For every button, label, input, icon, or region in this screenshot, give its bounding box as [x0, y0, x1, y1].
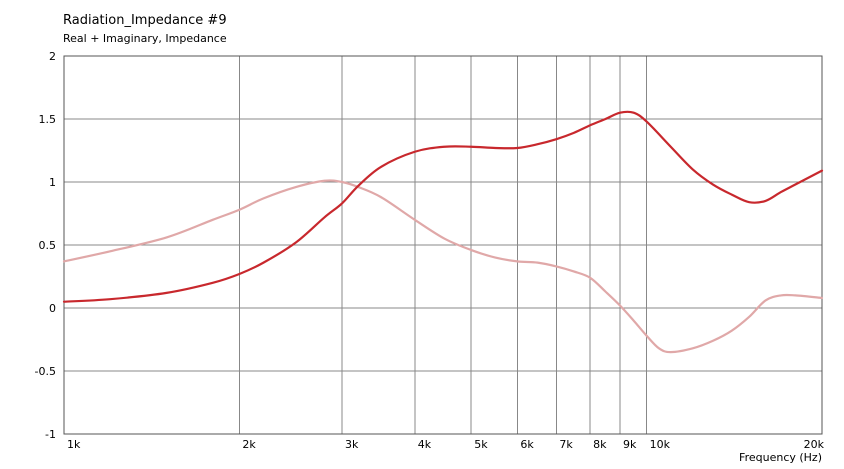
x-axis-label: Frequency (Hz) — [739, 451, 822, 464]
x-tick-label: 3k — [345, 438, 359, 451]
y-tick-label: -0.5 — [35, 365, 56, 378]
y-tick-label: 0 — [49, 302, 56, 315]
y-tick-label: -1 — [45, 428, 56, 441]
chart-subtitle: Real + Imaginary, Impedance — [63, 32, 227, 45]
x-tick-label: 6k — [520, 438, 534, 451]
x-tick-label: 5k — [474, 438, 488, 451]
y-tick-label: 2 — [49, 50, 56, 63]
x-tick-label: 1k — [67, 438, 81, 451]
series-line-1 — [62, 110, 824, 303]
y-tick-label: 1 — [49, 176, 56, 189]
chart-title: Radiation_Impedance #9 — [63, 13, 227, 28]
plot-border — [63, 55, 823, 435]
y-tick-label: 0.5 — [39, 239, 57, 252]
x-tick-label: 8k — [593, 438, 607, 451]
x-tick-label: 2k — [242, 438, 256, 451]
x-tick-label: 10k — [650, 438, 671, 451]
series-line-2 — [62, 179, 824, 354]
x-tick-label: 7k — [559, 438, 573, 451]
y-tick-label: 1.5 — [39, 113, 57, 126]
x-tick-label: 4k — [418, 438, 432, 451]
x-tick-label: 9k — [623, 438, 637, 451]
x-tick-label: 20k — [804, 438, 825, 451]
